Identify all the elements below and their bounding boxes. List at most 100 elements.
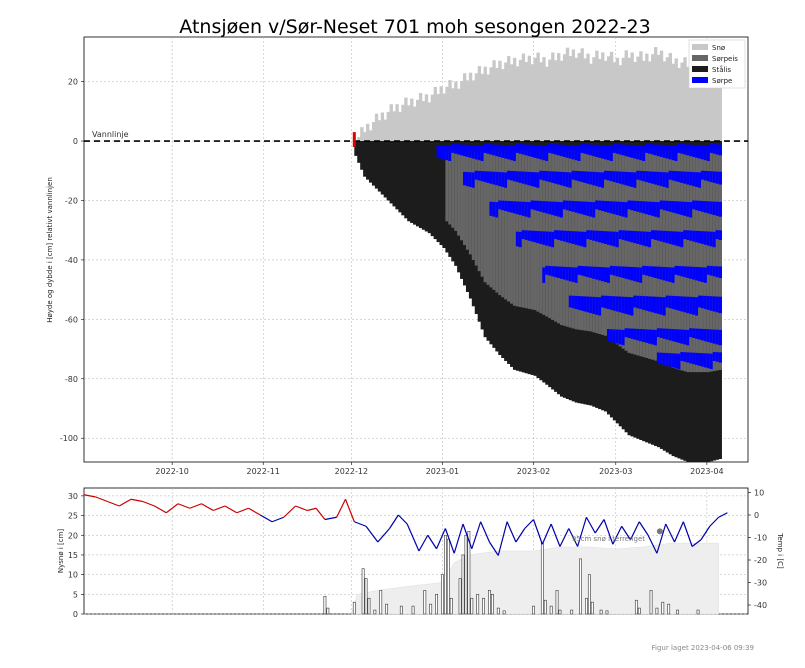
snow-column [606,56,611,142]
snow-column [683,57,687,142]
slush-layer [706,171,711,182]
slush-layer [583,144,587,154]
slush-layer [601,230,605,244]
slush-layer [606,170,611,181]
slush-layer [474,145,479,160]
slush-layer [589,266,593,279]
snow-depth-marker [656,528,663,535]
slush-ice-column [703,149,708,373]
slush-layer [598,266,602,281]
slush-layer [533,230,537,243]
slush-layer [709,353,714,370]
snow-column [486,74,490,142]
snow-column [445,86,449,142]
slush-layer [521,201,526,216]
slush-ice-column [683,149,687,372]
slush-layer [671,170,675,181]
slush-layer [512,201,517,214]
new-snow-bar [385,603,389,615]
slush-layer [656,352,661,364]
slush-layer [683,230,687,240]
weather-panel: 95cm snø i terrenget 0 5 10 15 20 25 30 10 0 -10… [57,487,784,619]
slush-layer [565,200,570,211]
snow-column [377,120,382,142]
slush-layer [559,266,564,279]
snow-column [521,53,526,142]
slush-layer [618,329,623,345]
new-snow-tick-label: 5 [73,590,78,599]
temperature-segment [462,523,473,549]
slush-layer [501,172,505,187]
slush-layer [659,172,664,187]
slush-layer [604,200,608,212]
slush-layer [489,144,493,155]
slush-layer [606,145,611,161]
slush-layer [515,143,520,153]
temperature-segment [248,507,261,516]
slush-layer [559,171,564,186]
slush-layer [577,265,581,275]
slush-ice-column [645,149,649,359]
steel-ice-column [421,141,426,230]
temperature-segment [603,519,614,545]
slush-layer [703,145,708,161]
slush-layer [604,267,608,283]
slush-layer [571,200,576,212]
slush-layer [689,328,693,338]
slush-layer [468,144,473,158]
slush-layer [627,297,631,315]
slush-layer [651,201,655,216]
temperature-segment [295,505,308,512]
slush-ice-column [463,149,467,246]
slush-layer [700,145,705,160]
slush-layer [521,144,526,155]
temperature-segment [621,525,631,541]
snow-column [460,80,464,142]
slush-layer [636,231,640,244]
snow-column [374,113,379,142]
slush-layer [571,295,576,309]
ice-y-tick-label: -60 [65,315,78,324]
slush-layer [689,266,693,279]
slush-layer [577,296,581,310]
steel-ice-column [433,141,437,240]
slush-layer [695,200,699,211]
slush-layer [695,352,699,366]
slush-layer [706,145,711,162]
temperature-segment [532,519,543,545]
slush-ice-column [501,149,505,298]
slush-layer [524,171,529,185]
slush-layer [686,329,690,346]
slush-layer [530,144,534,157]
slush-layer [671,145,675,161]
snow-column [427,102,432,142]
slush-ice-column [474,149,479,266]
slush-layer [615,144,620,154]
slush-layer [589,171,593,185]
slush-ice-column [712,149,717,372]
slush-layer [715,296,720,313]
steel-ice-column [383,141,388,198]
slush-layer [677,231,681,247]
slush-layer [712,296,717,312]
slush-layer [612,329,617,343]
temperature-segment [515,528,526,543]
slush-layer [630,266,634,281]
slush-layer [571,231,576,244]
slush-layer [645,143,649,153]
steel-ice-column [407,141,411,222]
slush-layer [601,267,605,282]
steel-ice-column [416,141,420,227]
slush-layer [662,352,667,366]
slush-layer [580,231,584,247]
slush-layer [507,200,511,212]
snow-column [483,66,487,142]
slush-layer [527,230,531,241]
slush-layer [489,201,493,216]
snow-column [580,48,584,142]
snow-column [477,66,482,142]
temperature-segment [638,521,649,536]
slush-layer [633,230,637,244]
slush-layer [580,296,584,311]
slush-layer [656,202,661,218]
